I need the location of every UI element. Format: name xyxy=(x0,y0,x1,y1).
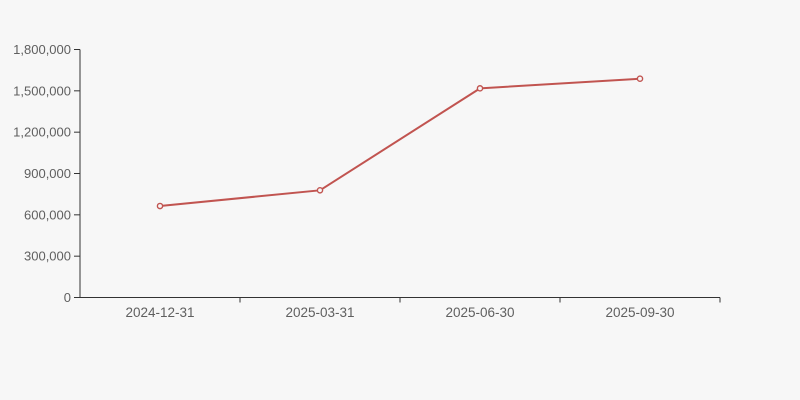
x-axis-tick-label: 2025-09-30 xyxy=(605,305,674,320)
x-axis-tick-label: 2025-03-31 xyxy=(285,305,354,320)
y-axis-tick-label: 300,000 xyxy=(24,249,71,264)
series-line xyxy=(159,77,641,208)
x-axis-tick-label: 2025-06-30 xyxy=(445,305,514,320)
y-axis-tick-label: 900,000 xyxy=(24,166,71,181)
data-point-marker[interactable] xyxy=(156,202,164,210)
x-axis-tick-label: 2024-12-31 xyxy=(125,305,194,320)
data-point-marker[interactable] xyxy=(476,85,484,92)
y-axis-tick-label: 1,200,000 xyxy=(13,125,71,140)
y-axis-tick-label: 0 xyxy=(64,290,71,305)
y-axis-tick-label: 1,800,000 xyxy=(13,42,71,57)
data-point-marker[interactable] xyxy=(316,187,324,194)
y-axis-tick-label: 1,500,000 xyxy=(13,83,71,98)
data-point-marker[interactable] xyxy=(636,75,644,83)
y-axis-tick-label: 600,000 xyxy=(24,207,71,222)
